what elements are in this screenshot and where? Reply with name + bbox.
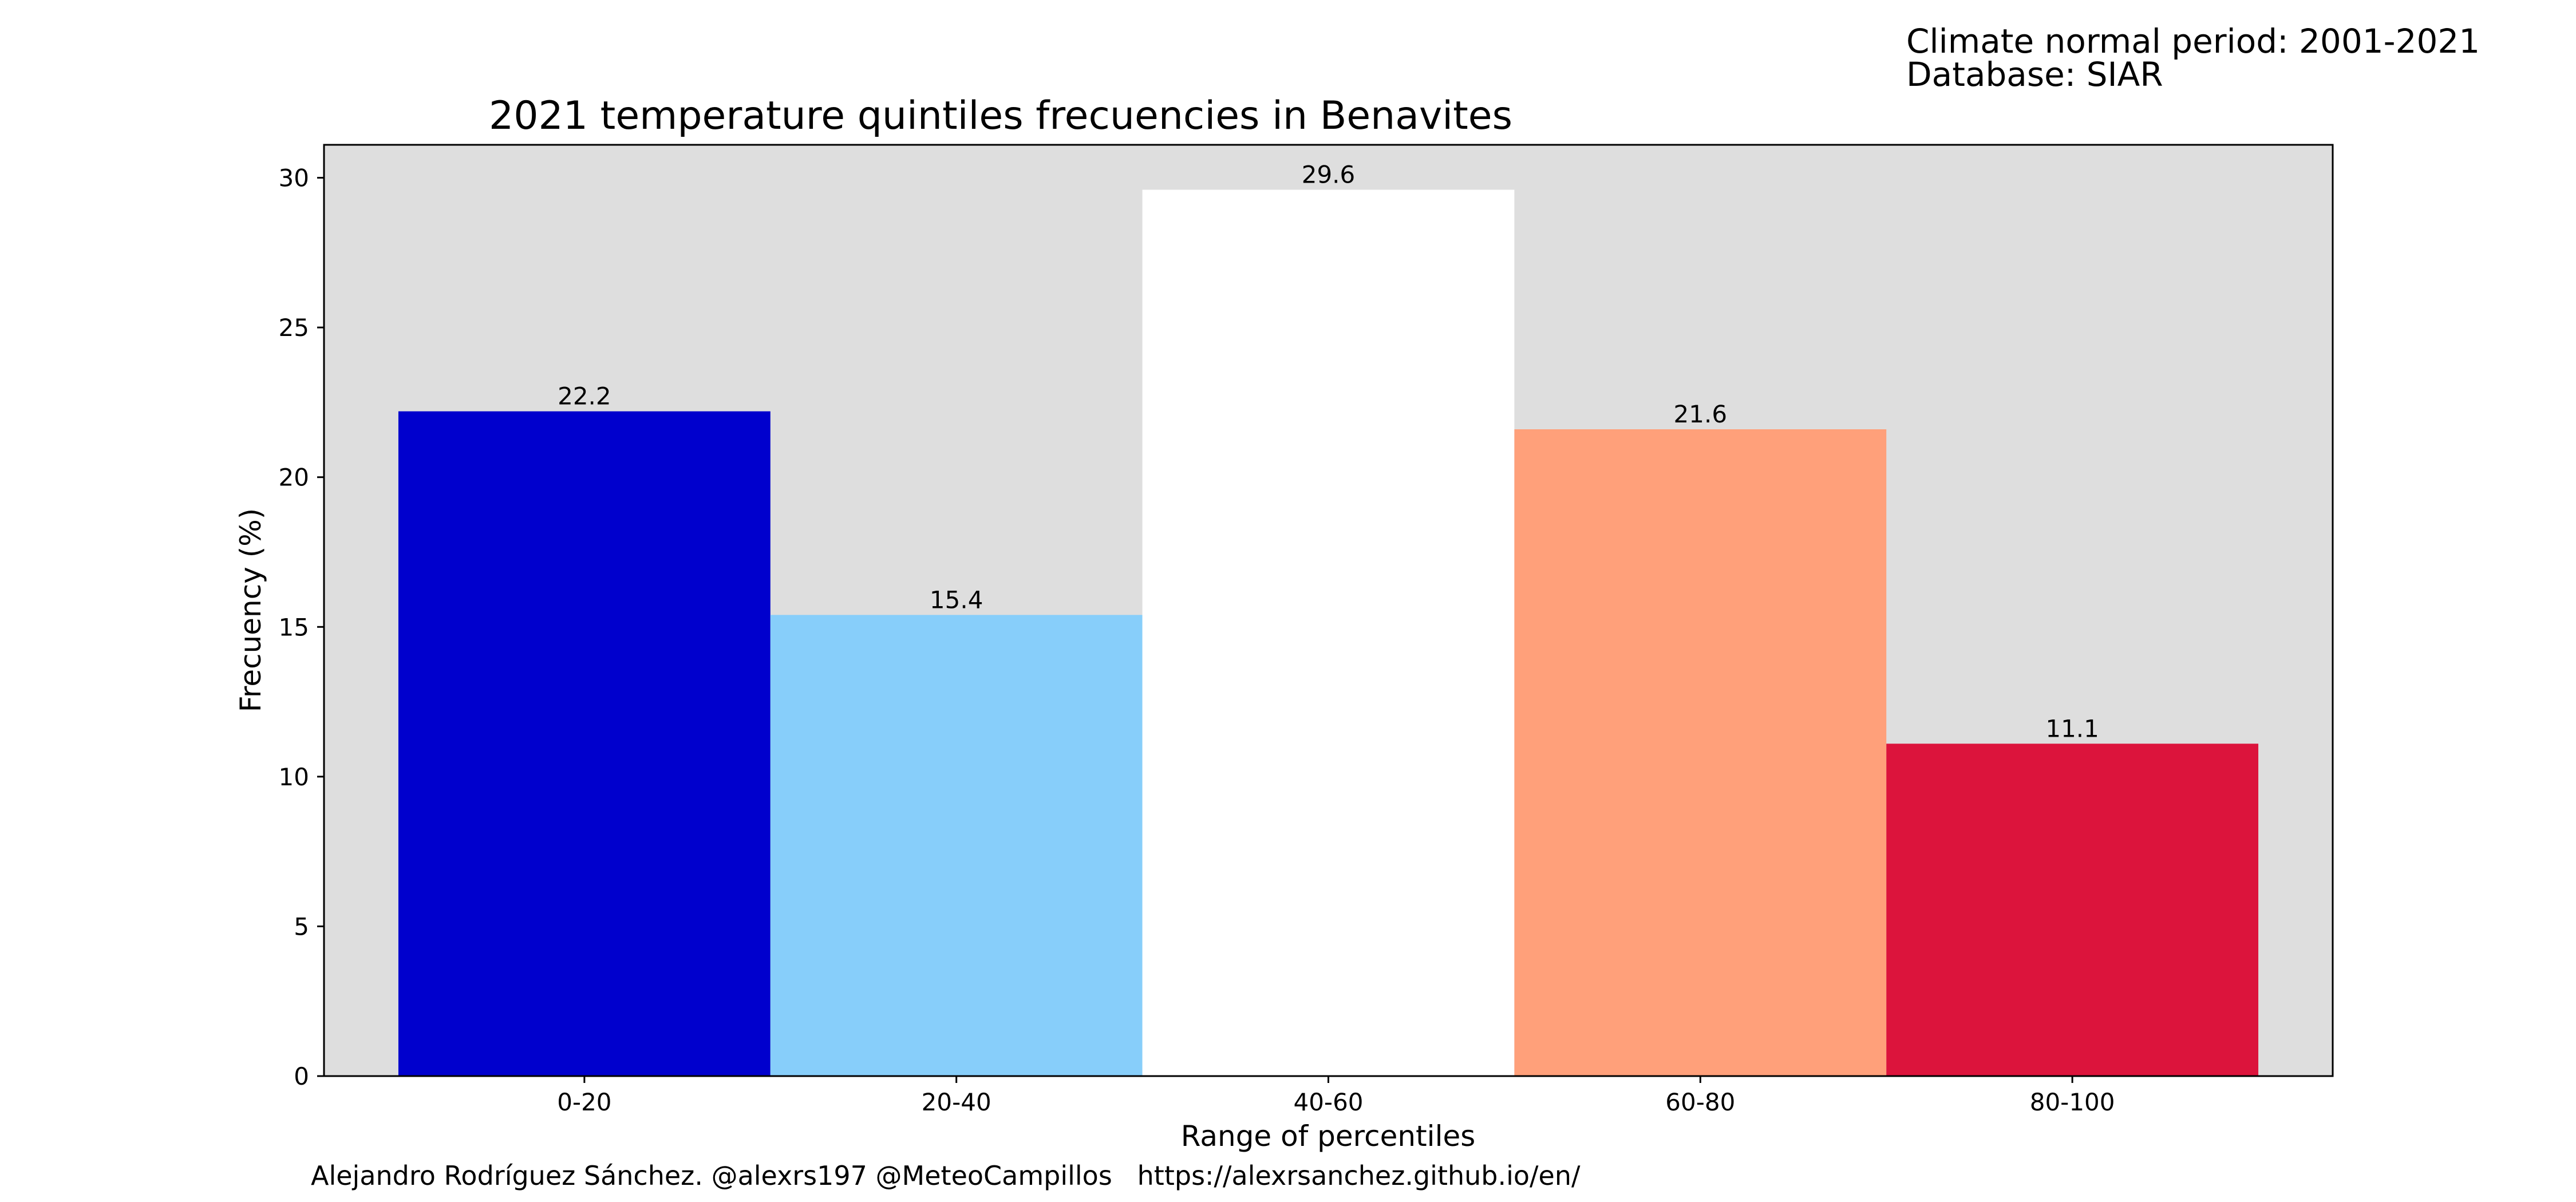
- y-tick-label: 0: [294, 1062, 309, 1090]
- x-tick-label: 60-80: [1665, 1088, 1735, 1116]
- bar-value-label: 21.6: [1674, 400, 1728, 428]
- bar-value-label: 29.6: [1302, 160, 1356, 188]
- y-tick-label: 10: [279, 763, 309, 791]
- bar-0-20: [398, 411, 771, 1076]
- bar-40-60: [1142, 189, 1515, 1076]
- chart-title: 2021 temperature quintiles frecuencies i…: [489, 93, 1512, 139]
- y-tick-label: 30: [279, 164, 309, 192]
- bar-80-100: [1886, 744, 2259, 1076]
- y-tick-label: 5: [294, 912, 309, 940]
- bar-value-label: 11.1: [2045, 714, 2099, 742]
- y-axis: 0 5 10 15 20 25 30: [279, 164, 324, 1090]
- y-tick-label: 25: [279, 314, 309, 342]
- y-tick-label: 20: [279, 464, 309, 492]
- x-tick-label: 40-60: [1293, 1088, 1363, 1116]
- x-tick-label: 0-20: [557, 1088, 611, 1116]
- database-note: Database: SIAR: [1906, 55, 2163, 94]
- climate-period-note: Climate normal period: 2001-2021: [1906, 22, 2480, 61]
- x-axis-label: Range of percentiles: [1181, 1120, 1476, 1153]
- y-tick-label: 15: [279, 613, 309, 641]
- bar-60-80: [1514, 429, 1887, 1076]
- value-labels-group: 22.2 15.4 29.6 21.6 11.1: [558, 160, 2099, 742]
- y-axis-label: Frecuency (%): [234, 508, 267, 712]
- x-tick-label: 20-40: [922, 1088, 991, 1116]
- bar-20-40: [770, 615, 1143, 1076]
- bar-value-label: 22.2: [558, 382, 611, 410]
- author-credit: Alejandro Rodríguez Sánchez. @alexrs197 …: [311, 1160, 1581, 1191]
- bar-value-label: 15.4: [930, 586, 983, 614]
- bars-group: [398, 189, 2259, 1076]
- x-axis: 0-20 20-40 40-60 60-80 80-100: [557, 1076, 2115, 1116]
- x-tick-label: 80-100: [2030, 1088, 2115, 1116]
